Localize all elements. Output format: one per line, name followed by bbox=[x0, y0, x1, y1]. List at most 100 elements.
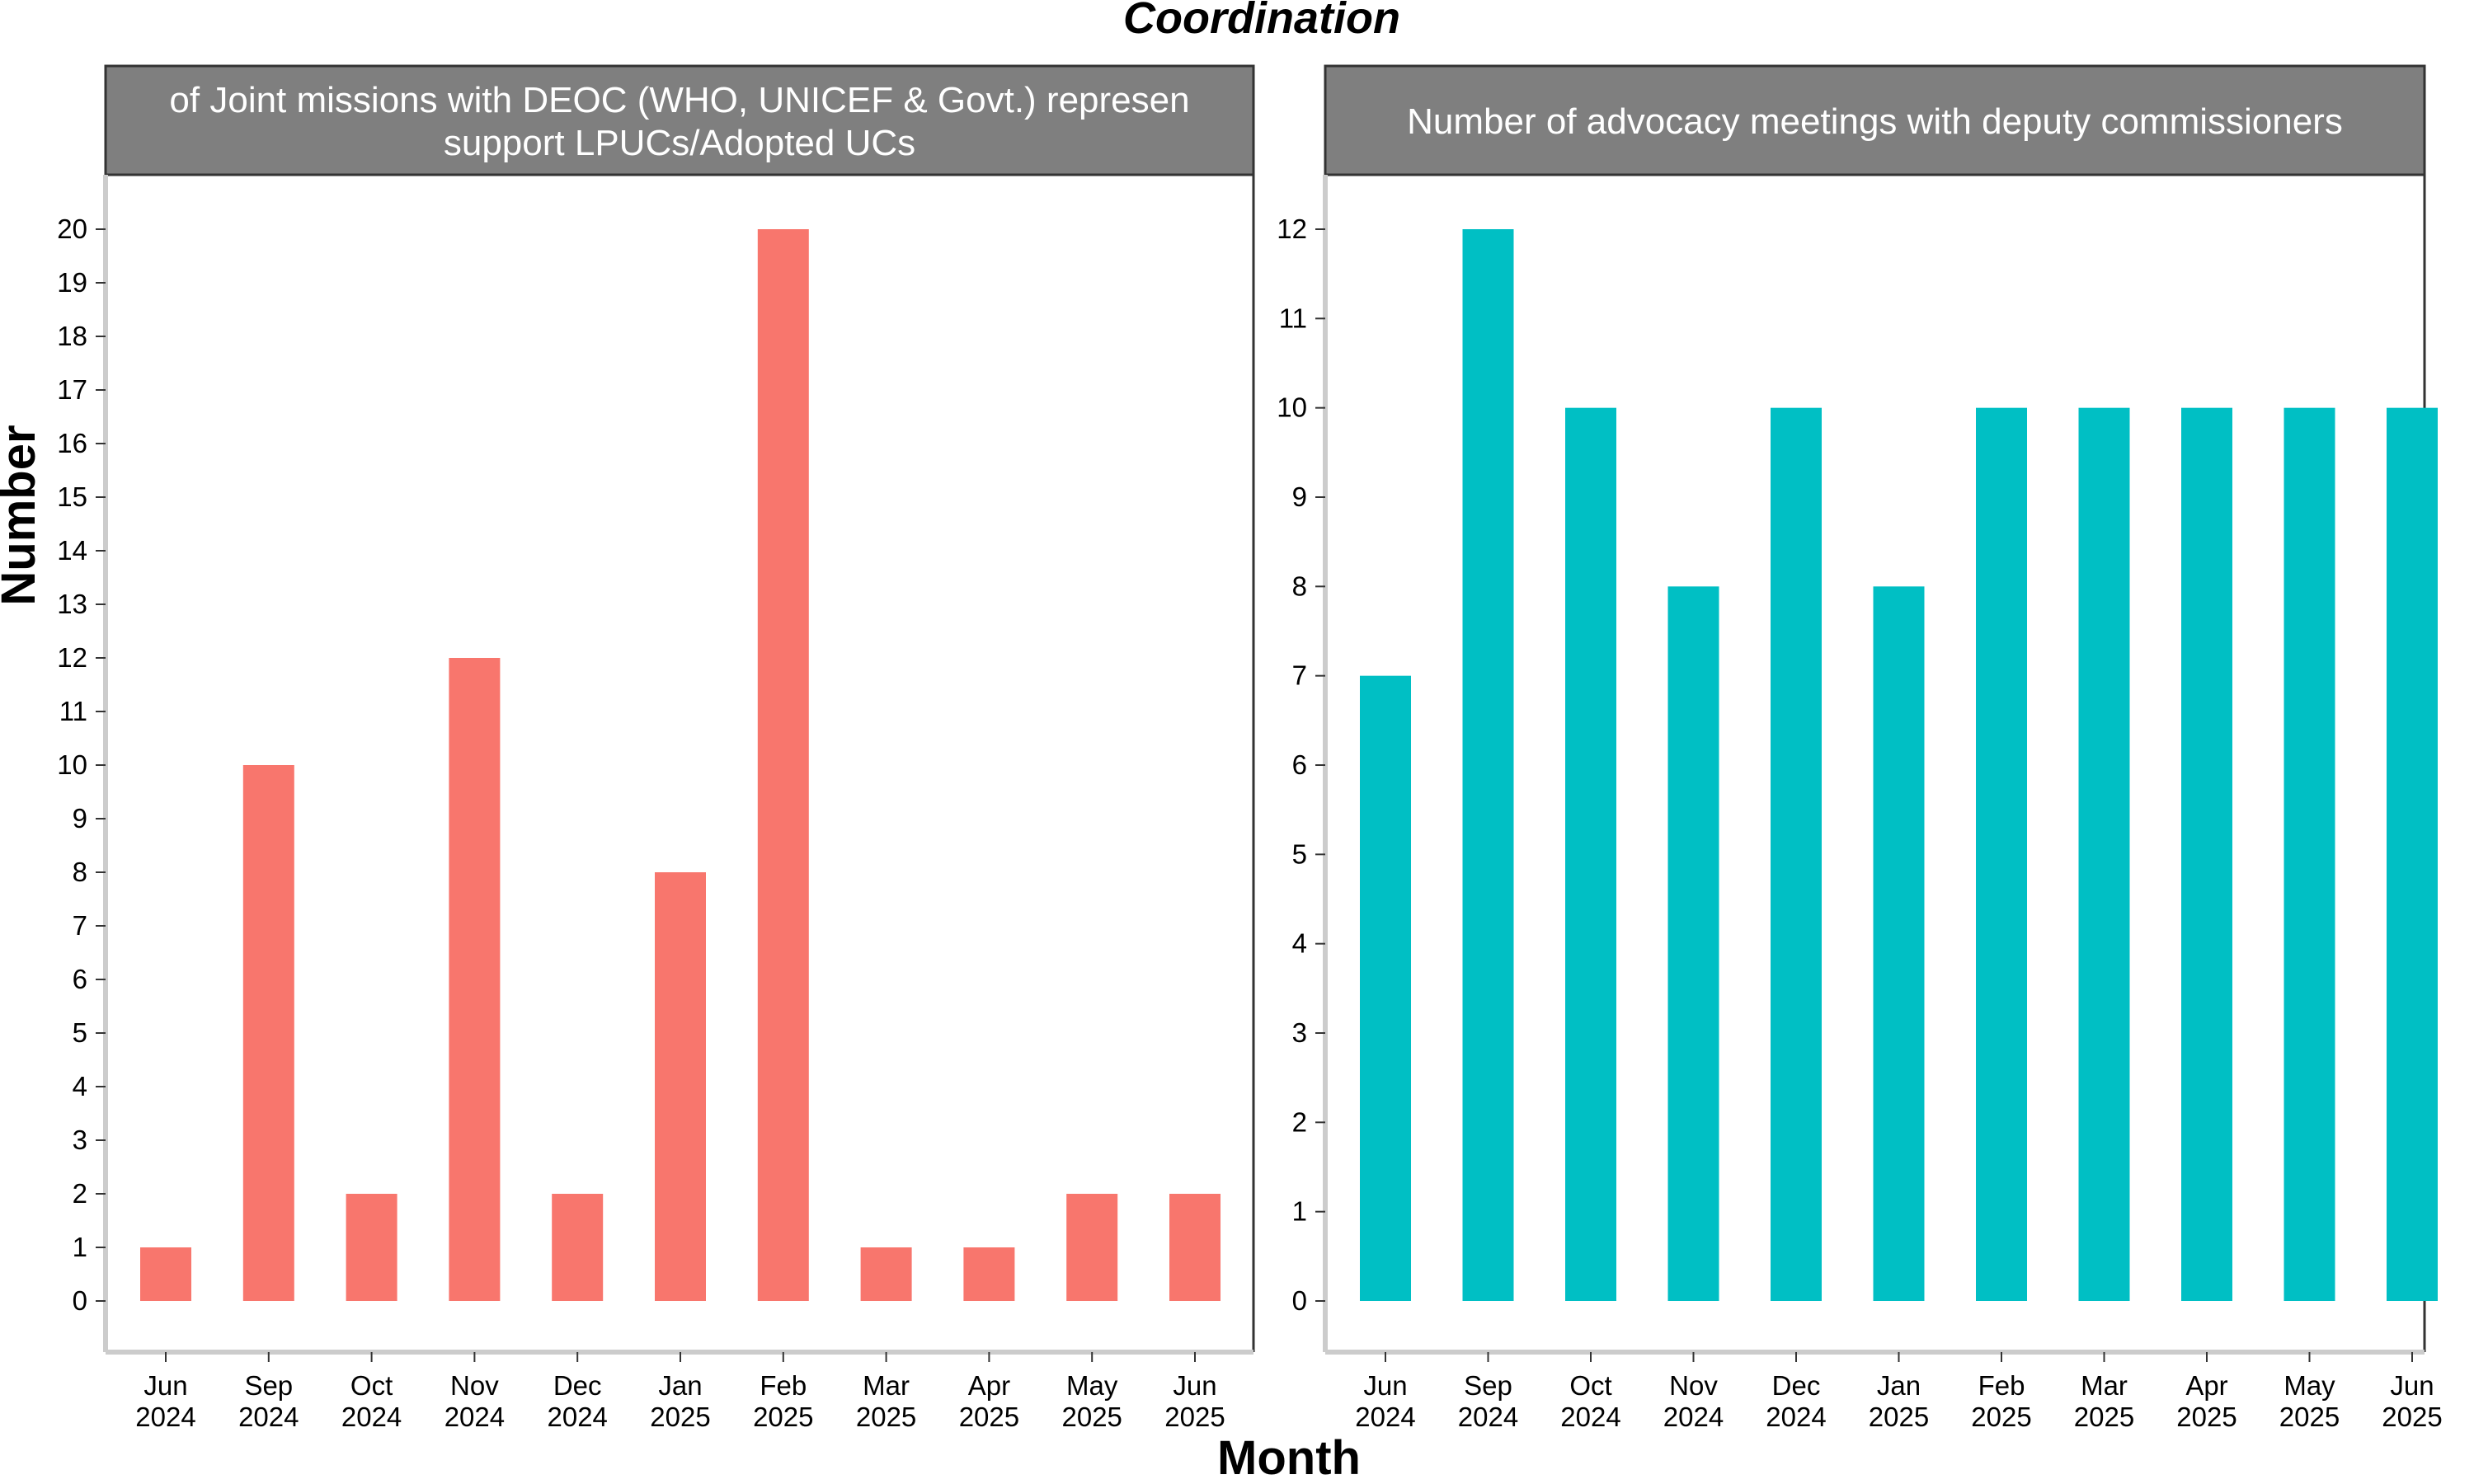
x-tick-label-year: 2024 bbox=[1560, 1402, 1620, 1432]
bar-9 bbox=[963, 1247, 1015, 1301]
x-tick-label-month: Feb bbox=[1978, 1370, 2025, 1401]
y-tick-label: 11 bbox=[59, 696, 87, 726]
chart-panels: of Joint missions with DEOC (WHO, UNICEF… bbox=[57, 64, 2443, 1432]
y-tick-label: 7 bbox=[73, 910, 87, 941]
x-tick-label-month: Oct bbox=[1569, 1370, 1611, 1401]
strip-title-line-1: of Joint missions with DEOC (WHO, UNICEF… bbox=[169, 80, 1189, 120]
y-tick-label: 0 bbox=[1292, 1285, 1307, 1316]
y-tick-label: 8 bbox=[1292, 571, 1307, 601]
x-tick-label-month: May bbox=[2284, 1370, 2335, 1401]
x-tick-label-year: 2024 bbox=[1458, 1402, 1518, 1432]
y-tick-label: 9 bbox=[1292, 481, 1307, 512]
x-tick-label-month: Sep bbox=[244, 1370, 293, 1401]
y-tick-label: 15 bbox=[57, 481, 87, 512]
y-tick-label: 14 bbox=[57, 535, 87, 566]
x-tick-label-month: Dec bbox=[553, 1370, 602, 1401]
y-tick-label: 3 bbox=[1292, 1017, 1307, 1048]
y-tick-label: 10 bbox=[1277, 392, 1307, 423]
x-tick-label-month: Apr bbox=[2185, 1370, 2227, 1401]
x-tick-label-month: Jan bbox=[1877, 1370, 1921, 1401]
y-tick-label: 11 bbox=[1279, 303, 1307, 333]
x-tick-label-year: 2024 bbox=[547, 1402, 607, 1432]
bar-5 bbox=[552, 1194, 604, 1301]
y-tick-label: 13 bbox=[57, 589, 87, 619]
bar-4 bbox=[449, 658, 501, 1301]
x-tick-label-month: Jun bbox=[1363, 1370, 1407, 1401]
y-tick-label: 1 bbox=[1292, 1196, 1307, 1227]
x-tick-label-year: 2025 bbox=[2176, 1402, 2236, 1432]
x-tick-label-year: 2024 bbox=[238, 1402, 299, 1432]
x-tick-label-year: 2024 bbox=[135, 1402, 195, 1432]
x-axis-label: Month bbox=[1217, 1431, 1361, 1484]
x-tick-label-year: 2025 bbox=[2074, 1402, 2134, 1432]
y-tick-label: 16 bbox=[57, 428, 87, 458]
x-tick-label-month: Feb bbox=[760, 1370, 807, 1401]
x-tick-label-year: 2025 bbox=[1869, 1402, 1929, 1432]
bar-11 bbox=[2387, 407, 2438, 1302]
bar-5 bbox=[1771, 407, 1822, 1302]
x-tick-label-year: 2025 bbox=[2382, 1402, 2442, 1432]
y-tick-label: 9 bbox=[73, 803, 87, 834]
x-tick-label-year: 2024 bbox=[1663, 1402, 1724, 1432]
bar-2 bbox=[1462, 229, 1514, 1301]
bar-3 bbox=[346, 1194, 397, 1301]
bar-8 bbox=[860, 1247, 912, 1301]
y-tick-label: 4 bbox=[1292, 928, 1307, 959]
bar-4 bbox=[1667, 586, 1719, 1301]
y-tick-label: 12 bbox=[1277, 214, 1307, 244]
bar-10 bbox=[2284, 407, 2335, 1302]
bar-10 bbox=[1066, 1194, 1118, 1301]
x-tick-label-year: 2024 bbox=[1355, 1402, 1415, 1432]
x-tick-label-month: Mar bbox=[863, 1370, 910, 1401]
y-axis-label: Number bbox=[0, 425, 45, 605]
y-tick-label: 12 bbox=[57, 642, 87, 673]
panel-strip bbox=[1324, 64, 2426, 176]
chart-title: Coordination bbox=[1123, 0, 1400, 43]
x-tick-label-month: Nov bbox=[450, 1370, 499, 1401]
panel-2: Number of advocacy meetings with deputy … bbox=[1277, 64, 2443, 1432]
y-tick-label: 8 bbox=[73, 857, 87, 887]
y-tick-label: 19 bbox=[57, 267, 87, 298]
bar-6 bbox=[1873, 586, 1925, 1301]
bar-9 bbox=[2181, 407, 2232, 1302]
y-tick-label: 2 bbox=[73, 1178, 87, 1209]
x-tick-label-month: Apr bbox=[968, 1370, 1010, 1401]
y-tick-label: 2 bbox=[1292, 1106, 1307, 1137]
x-tick-label-month: Jun bbox=[2390, 1370, 2434, 1401]
x-tick-label-year: 2025 bbox=[1164, 1402, 1225, 1432]
strip-title-line-1: Number of advocacy meetings with deputy … bbox=[1407, 101, 2343, 142]
bar-8 bbox=[2078, 407, 2130, 1302]
bar-6 bbox=[655, 872, 706, 1301]
x-tick-label-month: Mar bbox=[2081, 1370, 2128, 1401]
strip-title-line-2: support LPUCs/Adopted UCs bbox=[444, 123, 915, 163]
panel-strip bbox=[104, 64, 1255, 176]
x-tick-label-month: Jun bbox=[143, 1370, 187, 1401]
x-tick-label-year: 2025 bbox=[1971, 1402, 2031, 1432]
bar-11 bbox=[1169, 1194, 1221, 1301]
x-tick-label-year: 2025 bbox=[856, 1402, 916, 1432]
x-tick-label-month: Sep bbox=[1464, 1370, 1512, 1401]
y-tick-label: 20 bbox=[57, 214, 87, 244]
y-tick-label: 5 bbox=[1292, 838, 1307, 869]
y-tick-label: 18 bbox=[57, 321, 87, 351]
panel-1: of Joint missions with DEOC (WHO, UNICEF… bbox=[57, 64, 1255, 1432]
x-tick-label-year: 2025 bbox=[650, 1402, 710, 1432]
bar-7 bbox=[1976, 407, 2027, 1302]
x-tick-label-month: Jan bbox=[658, 1370, 702, 1401]
x-tick-label-year: 2025 bbox=[1061, 1402, 1122, 1432]
x-tick-label-year: 2025 bbox=[959, 1402, 1019, 1432]
bar-2 bbox=[242, 765, 294, 1301]
y-tick-label: 0 bbox=[73, 1285, 87, 1316]
y-tick-label: 3 bbox=[73, 1125, 87, 1155]
y-tick-label: 7 bbox=[1292, 660, 1307, 691]
y-tick-label: 6 bbox=[73, 964, 87, 994]
x-tick-label-year: 2025 bbox=[753, 1402, 813, 1432]
x-tick-label-month: Jun bbox=[1173, 1370, 1216, 1401]
x-tick-label-month: Nov bbox=[1669, 1370, 1718, 1401]
x-tick-label-year: 2024 bbox=[1766, 1402, 1826, 1432]
y-tick-label: 4 bbox=[73, 1071, 87, 1101]
x-tick-label-month: May bbox=[1066, 1370, 1118, 1401]
x-tick-label-year: 2024 bbox=[341, 1402, 402, 1432]
x-tick-label-year: 2025 bbox=[2279, 1402, 2340, 1432]
